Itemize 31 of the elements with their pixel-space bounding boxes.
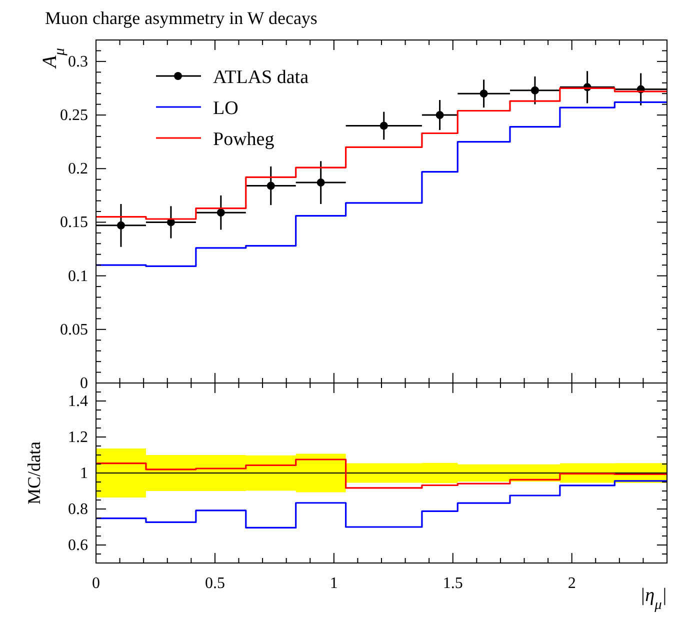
y-tick-label: 0.05	[60, 321, 88, 338]
y-tick-label: 1	[80, 465, 88, 482]
point	[380, 122, 388, 130]
x-tick-label: 1.5	[442, 575, 463, 592]
y-tick-label: 1.4	[68, 393, 88, 410]
y-tick-label: 0.6	[68, 537, 88, 554]
y-tick-label: 0.3	[68, 53, 88, 70]
legend-label: Powheg	[213, 129, 275, 150]
point	[530, 86, 539, 94]
y-tick-label: 0.8	[68, 501, 88, 518]
y-tick-label: 0.1	[68, 268, 88, 285]
point	[266, 182, 275, 190]
y-axis-title: MC/data	[24, 442, 44, 504]
y-tick-label: 0.2	[68, 160, 88, 178]
y-tick-label: 0	[80, 375, 88, 392]
y-tick-label: 1.2	[68, 429, 88, 446]
point	[216, 208, 225, 217]
y-tick-label: 0.25	[60, 107, 88, 124]
chart-title: Muon charge asymmetry in W decays	[45, 8, 318, 28]
x-tick-label: 0.5	[204, 575, 225, 592]
legend-label: ATLAS data	[213, 67, 310, 88]
point	[436, 111, 444, 120]
x-axis-title: |η$_{μ}$|	[640, 585, 667, 613]
point	[116, 221, 125, 230]
point	[480, 90, 488, 98]
legend-label: LO	[213, 98, 238, 119]
x-tick-label: 2	[568, 575, 576, 592]
y-tick-label: 0.15	[60, 214, 88, 232]
x-tick-label: 1	[330, 575, 338, 592]
x-tick-label: 0	[92, 575, 100, 592]
point	[316, 178, 325, 187]
